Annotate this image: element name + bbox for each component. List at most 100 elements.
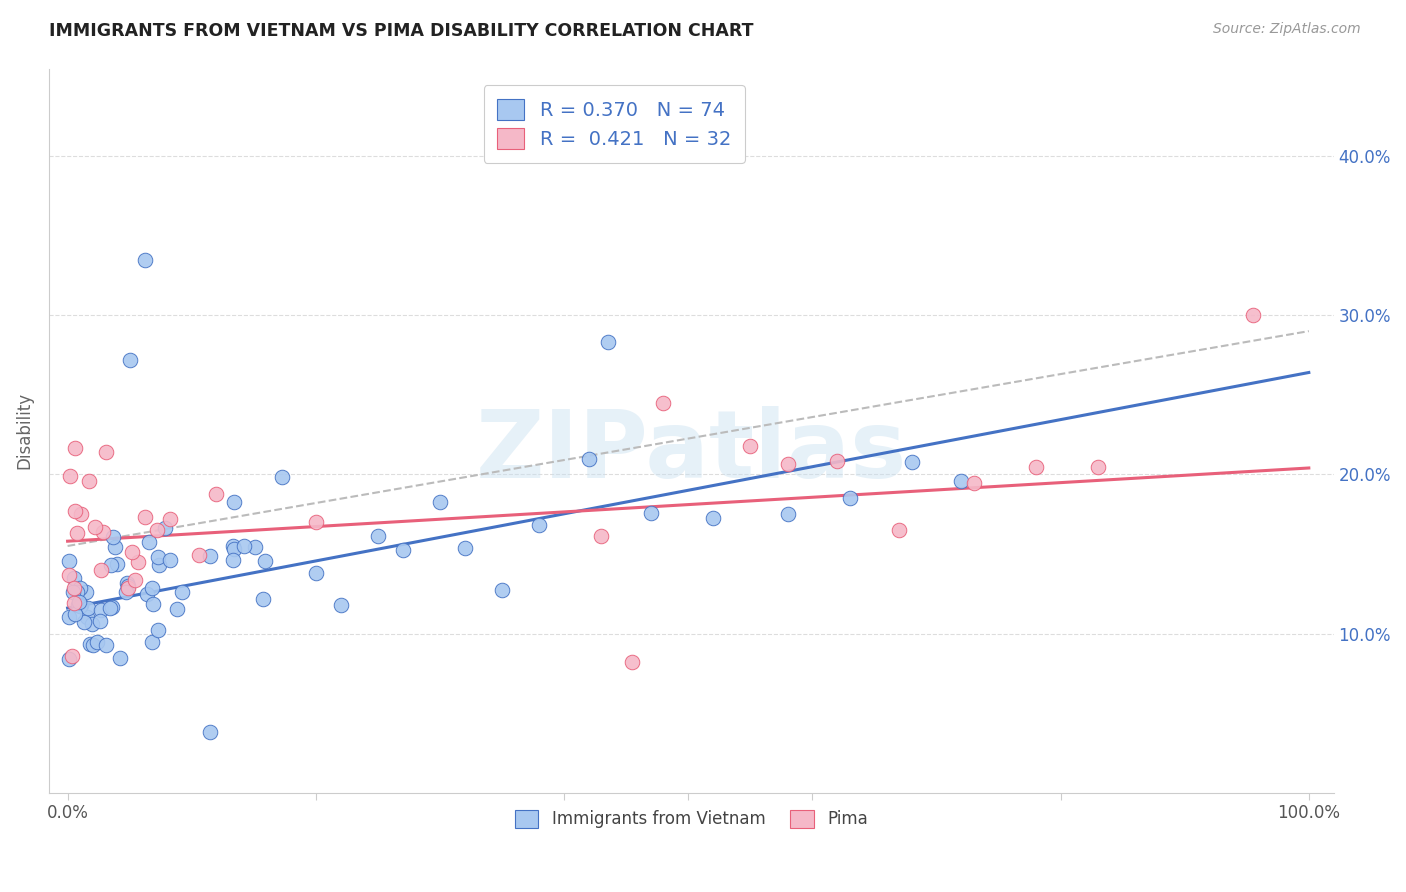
Point — [141, 581, 163, 595]
Point — [776, 507, 799, 521]
Point — [76, 609, 98, 624]
Point — [454, 541, 477, 555]
Point — [702, 511, 724, 525]
Point — [105, 557, 128, 571]
Point — [134, 252, 156, 267]
Y-axis label: Disability: Disability — [15, 392, 32, 469]
Point — [59, 469, 82, 483]
Point — [900, 455, 922, 469]
Point — [58, 652, 80, 666]
Point — [100, 558, 122, 573]
Point — [640, 507, 662, 521]
Point — [529, 518, 551, 533]
Point — [222, 553, 245, 567]
Point — [118, 352, 141, 367]
Point — [124, 573, 146, 587]
Point — [141, 634, 163, 648]
Point — [115, 585, 138, 599]
Point — [146, 523, 169, 537]
Point — [77, 474, 100, 488]
Point — [69, 599, 91, 613]
Point — [825, 454, 848, 468]
Point — [138, 534, 160, 549]
Point — [621, 655, 644, 669]
Point — [187, 548, 209, 562]
Point — [75, 585, 97, 599]
Point — [98, 601, 121, 615]
Point — [110, 651, 132, 665]
Point — [254, 554, 277, 568]
Point — [67, 598, 90, 612]
Text: Source: ZipAtlas.com: Source: ZipAtlas.com — [1213, 22, 1361, 37]
Point — [104, 540, 127, 554]
Point — [69, 582, 91, 596]
Point — [117, 582, 139, 596]
Point — [117, 579, 139, 593]
Point — [63, 504, 86, 518]
Point — [146, 549, 169, 564]
Point — [146, 623, 169, 637]
Point — [159, 512, 181, 526]
Point — [135, 587, 157, 601]
Point — [950, 474, 973, 488]
Point — [148, 558, 170, 572]
Point — [367, 529, 389, 543]
Point — [89, 614, 111, 628]
Point — [1087, 460, 1109, 475]
Point — [121, 545, 143, 559]
Point — [96, 638, 118, 652]
Point — [80, 617, 103, 632]
Point — [153, 521, 176, 535]
Point — [101, 530, 124, 544]
Point — [838, 491, 860, 505]
Point — [65, 526, 87, 541]
Point — [329, 598, 352, 612]
Point — [200, 725, 222, 739]
Point — [429, 495, 451, 509]
Point — [86, 634, 108, 648]
Point — [142, 597, 165, 611]
Point — [70, 599, 93, 613]
Text: ZIPatlas: ZIPatlas — [475, 407, 907, 499]
Point — [222, 542, 245, 557]
Text: IMMIGRANTS FROM VIETNAM VS PIMA DISABILITY CORRELATION CHART: IMMIGRANTS FROM VIETNAM VS PIMA DISABILI… — [49, 22, 754, 40]
Point — [591, 529, 613, 543]
Point — [63, 596, 86, 610]
Point — [159, 553, 181, 567]
Legend: Immigrants from Vietnam, Pima: Immigrants from Vietnam, Pima — [508, 803, 875, 835]
Point — [76, 601, 98, 615]
Point — [58, 609, 80, 624]
Point — [305, 566, 328, 581]
Point — [73, 615, 96, 629]
Point — [58, 553, 80, 567]
Point — [63, 607, 86, 622]
Point — [776, 457, 799, 471]
Point — [1025, 460, 1047, 475]
Point — [889, 523, 911, 537]
Point — [198, 549, 221, 564]
Point — [391, 543, 413, 558]
Point — [170, 585, 193, 599]
Point — [740, 439, 762, 453]
Point — [596, 335, 619, 350]
Point — [491, 582, 513, 597]
Point — [134, 509, 156, 524]
Point — [270, 469, 292, 483]
Point — [79, 637, 101, 651]
Point — [60, 649, 83, 664]
Point — [166, 602, 188, 616]
Point — [222, 494, 245, 508]
Point — [101, 600, 124, 615]
Point — [1241, 308, 1264, 322]
Point — [62, 582, 84, 596]
Point — [90, 563, 112, 577]
Point — [94, 445, 117, 459]
Point — [82, 638, 104, 652]
Point — [205, 487, 228, 501]
Point — [963, 476, 986, 491]
Point — [63, 571, 86, 585]
Point — [127, 555, 149, 569]
Point — [232, 539, 254, 553]
Point — [652, 395, 675, 409]
Point — [90, 603, 112, 617]
